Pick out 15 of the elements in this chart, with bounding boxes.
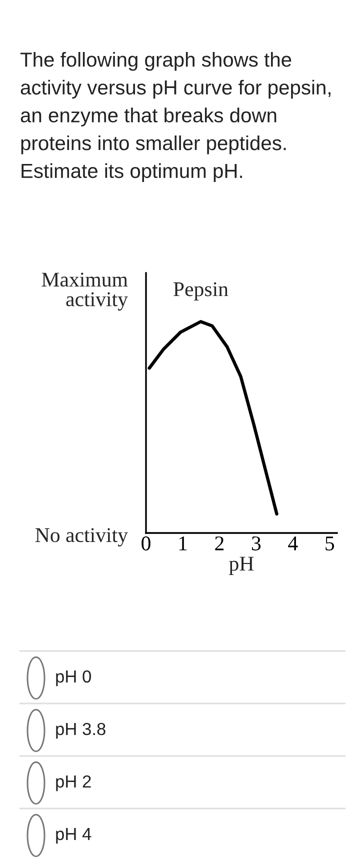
text: pH 2 — [56, 775, 91, 792]
x-tick-label: 5 — [326, 536, 334, 550]
chart-title: The following graph shows the activity versus pH curve for pepsin, an enzyme that breaks down proteins into smaller peptides. Estimate its optimum pH. — [20, 52, 330, 182]
x-tick-label: 4 — [288, 536, 298, 550]
x-tick-label: 0 — [142, 536, 150, 550]
text: pH 0 — [56, 670, 91, 686]
series-label: Pepsin — [174, 282, 228, 300]
text: No activity — [35, 528, 128, 546]
text: Maximum activity — [42, 272, 128, 311]
x-tick-label: 1 — [179, 536, 187, 550]
x-tick-label: 3 — [252, 536, 261, 550]
text: pH 3.8 — [56, 722, 106, 739]
x-tick-label: 2 — [215, 536, 224, 550]
x-axis-title: pH — [229, 556, 254, 575]
text: pH 4 — [56, 828, 92, 844]
